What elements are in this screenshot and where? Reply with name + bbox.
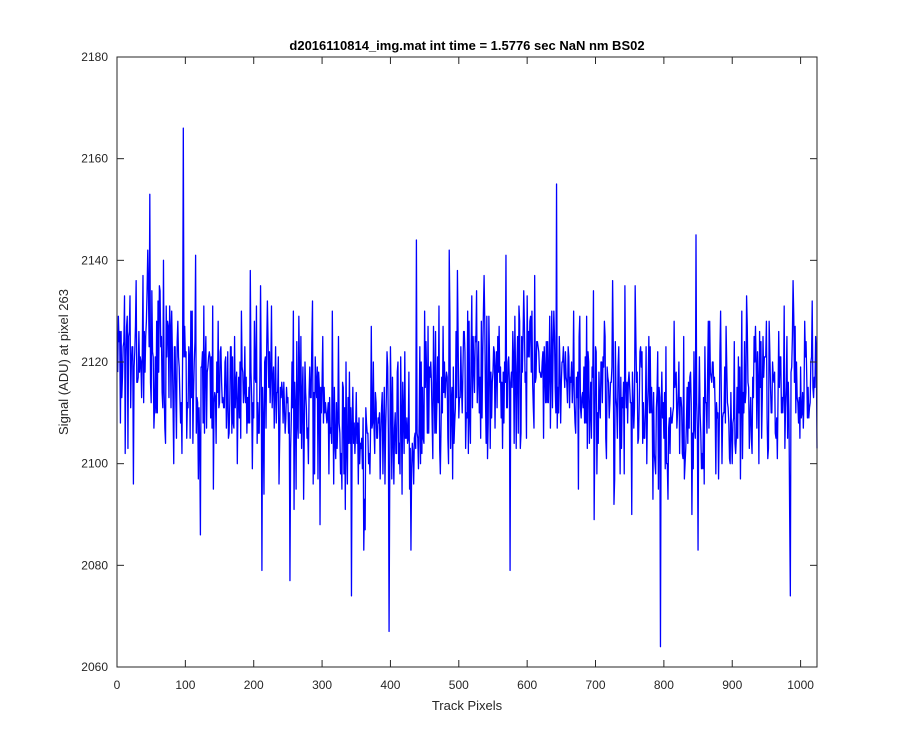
x-tick-label: 200 — [244, 678, 264, 692]
x-tick-label: 100 — [175, 678, 195, 692]
y-axis: 2060 2080 2100 2120 2140 2160 2180 — [81, 50, 817, 674]
x-tick-label: 600 — [517, 678, 537, 692]
x-tick-label: 900 — [722, 678, 742, 692]
y-tick-label: 2100 — [81, 457, 108, 471]
x-tick-label: 0 — [114, 678, 121, 692]
x-axis-label: Track Pixels — [432, 698, 503, 713]
y-tick-label: 2080 — [81, 558, 108, 572]
x-axis: 0 100 200 300 400 500 600 700 800 900 1000 — [114, 57, 814, 692]
y-tick-label: 2160 — [81, 152, 108, 166]
x-tick-label: 1000 — [787, 678, 814, 692]
chart-title: d2016110814_img.mat int time = 1.5776 se… — [289, 38, 644, 53]
y-axis-label: Signal (ADU) at pixel 263 — [56, 289, 71, 435]
y-tick-label: 2060 — [81, 660, 108, 674]
x-tick-label: 800 — [654, 678, 674, 692]
x-tick-label: 500 — [449, 678, 469, 692]
x-tick-label: 700 — [586, 678, 606, 692]
x-tick-label: 300 — [312, 678, 332, 692]
y-tick-label: 2140 — [81, 253, 108, 267]
data-layer — [117, 127, 818, 648]
y-tick-label: 2180 — [81, 50, 108, 64]
x-tick-label: 400 — [380, 678, 400, 692]
signal-series-line — [117, 127, 818, 648]
y-tick-label: 2120 — [81, 355, 108, 369]
